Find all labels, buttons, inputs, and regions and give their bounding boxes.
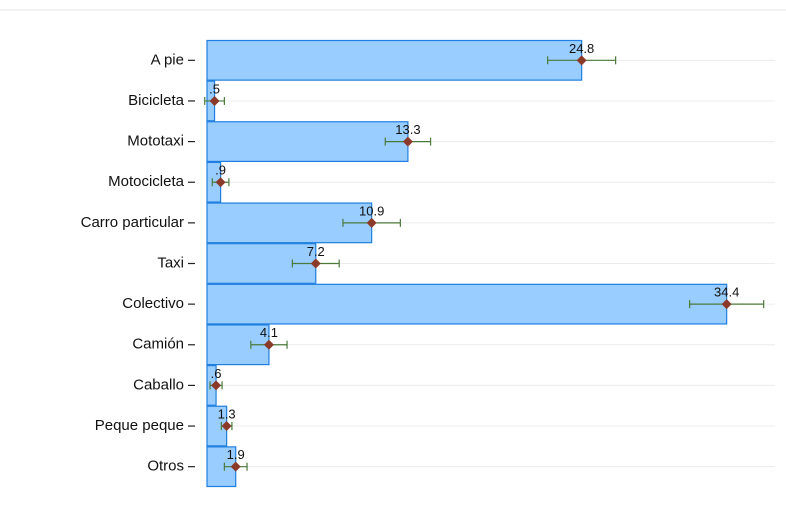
value-label: 13.3 [395, 122, 420, 137]
y-tick-label: Peque peque [95, 417, 184, 434]
y-tick-label: Motocicleta [108, 173, 185, 190]
point [230, 461, 241, 472]
value-label: 7.2 [307, 244, 325, 259]
value-label: 10.9 [359, 203, 384, 218]
y-tick-label: Carro particular [81, 214, 184, 231]
y-tick-label: A pie [151, 51, 184, 68]
point [211, 380, 222, 391]
point [263, 339, 274, 350]
y-tick-label: Otros [147, 458, 184, 475]
point [215, 177, 226, 188]
point [721, 299, 732, 310]
y-tick-label: Mototaxi [127, 133, 184, 150]
bar [206, 39, 583, 81]
bar [206, 121, 409, 163]
value-label: .9 [215, 163, 226, 178]
point [209, 95, 220, 106]
value-label: 1.3 [218, 406, 236, 421]
point [310, 258, 321, 269]
value-label: 1.9 [227, 447, 245, 462]
point [402, 136, 413, 147]
value-label: .6 [211, 366, 222, 381]
y-tick-label: Bicicleta [128, 92, 185, 109]
point [221, 421, 232, 432]
y-tick-label: Caballo [133, 376, 184, 393]
y-tick-label: Camión [132, 336, 184, 353]
value-label: 34.4 [714, 285, 739, 300]
value-label: .5 [209, 81, 220, 96]
bar [206, 283, 728, 325]
value-label: 24.8 [569, 41, 594, 56]
value-label: 4.1 [260, 325, 278, 340]
y-tick-label: Colectivo [122, 295, 184, 312]
point [366, 217, 377, 228]
point [576, 55, 587, 66]
y-tick-label: Taxi [157, 254, 184, 271]
